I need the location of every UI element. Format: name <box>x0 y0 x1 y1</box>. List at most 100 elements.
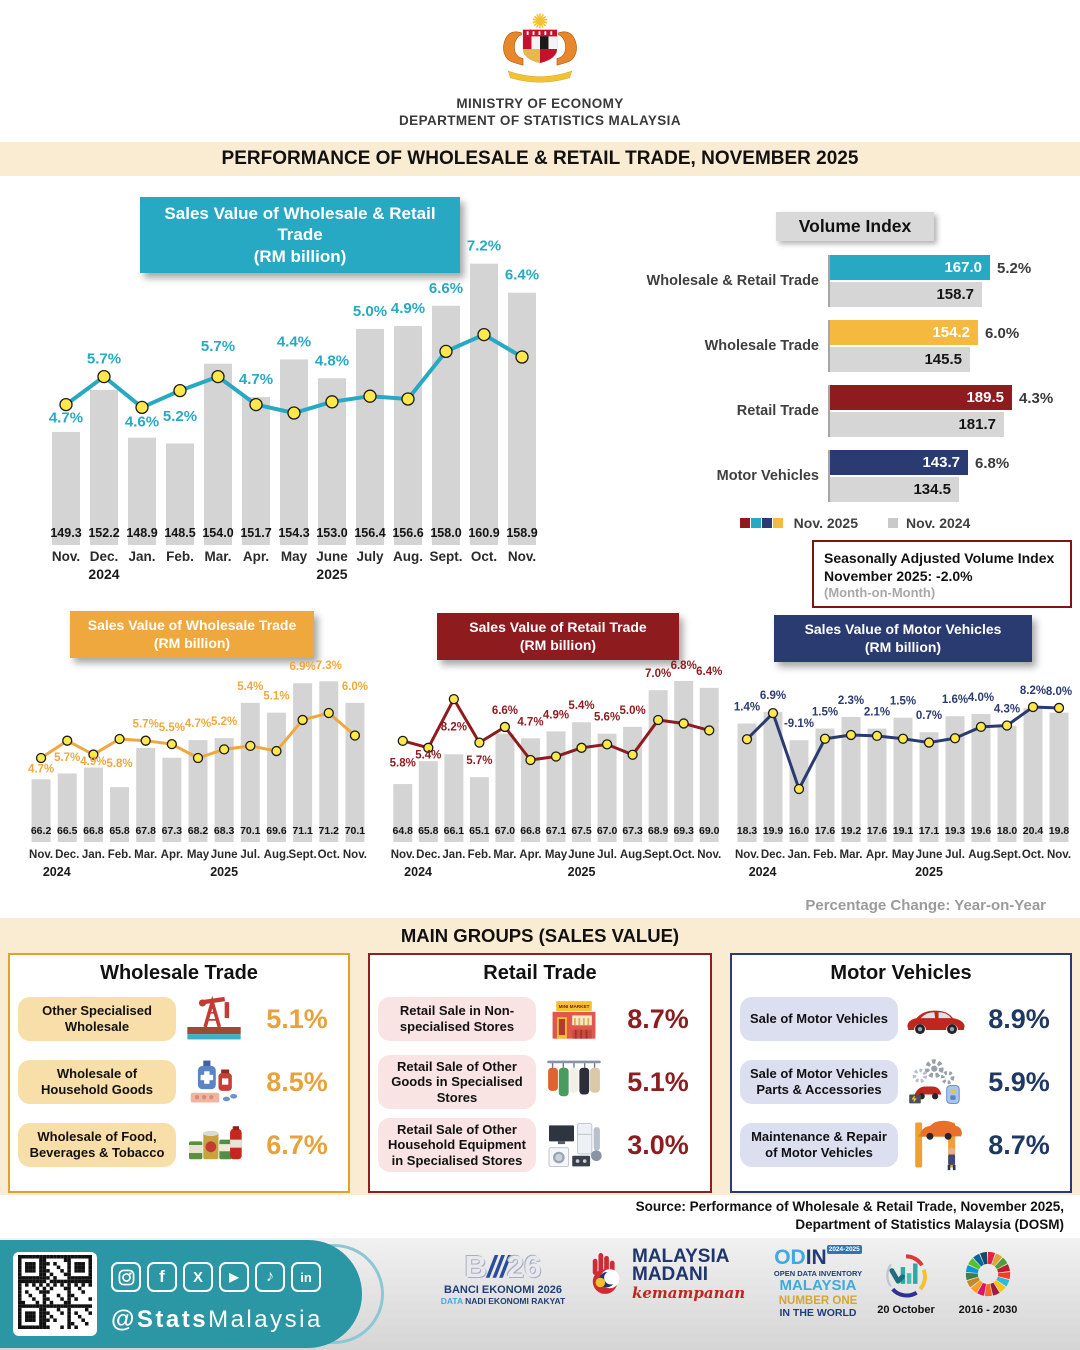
vi-bar-2025: 143.7 <box>830 450 968 475</box>
pct-label: 2.3% <box>838 695 864 707</box>
malaysia-madani-logo: MALAYSIA MADANI kemampanan <box>588 1247 746 1303</box>
pct-label: 5.4% <box>568 700 594 712</box>
data-point <box>287 406 301 420</box>
pct-label: 4.7% <box>28 764 54 776</box>
legend-swatch <box>888 518 898 528</box>
bar-value-label: 158.9 <box>506 526 537 540</box>
bar <box>345 702 365 842</box>
facebook-icon[interactable]: f <box>147 1262 177 1292</box>
bar-value-label: 149.3 <box>50 526 81 540</box>
month-label: Aug. <box>264 849 290 861</box>
odin-logo: ODIN 2024-2025 OPEN DATA INVENTORY MALAYS… <box>768 1245 868 1319</box>
month-label: Mar. <box>204 549 231 564</box>
month-label: Mar. <box>134 849 157 861</box>
statistics-day-icon <box>883 1254 929 1302</box>
pct-label: 4.3% <box>994 703 1020 715</box>
month-label: Aug. <box>393 549 423 564</box>
bar-value-label: 153.0 <box>316 526 347 540</box>
bar-value-label: 66.5 <box>57 825 78 837</box>
month-label: May <box>892 849 915 861</box>
pct-label: 1.6% <box>942 694 968 706</box>
oil-pump-icon <box>176 995 252 1043</box>
bar <box>83 767 103 842</box>
group-item-label: Sale of Motor Vehicles <box>740 997 898 1041</box>
group-item: Maintenance & Repair of Motor Vehicles 8… <box>732 1116 1070 1174</box>
footer: f X ▶ ♪ in @StatsMalaysia B///26 BANCI EKONO… <box>0 1238 1080 1350</box>
linkedin-icon[interactable]: in <box>291 1262 321 1292</box>
chart-title-text: Sales Value of Retail Trade <box>469 619 647 635</box>
tiktok-icon[interactable]: ♪ <box>255 1262 285 1292</box>
x-icon[interactable]: X <box>183 1262 213 1292</box>
year-label: 2024 <box>404 865 432 879</box>
instagram-icon[interactable] <box>111 1262 141 1292</box>
month-label: Apr. <box>243 549 269 564</box>
data-point <box>975 721 987 733</box>
group-item: Sale of Motor Vehicles 8.9% <box>732 990 1070 1048</box>
group-item-pct: 8.5% <box>266 1066 328 1097</box>
bar-value-label: 17.1 <box>919 825 940 837</box>
bar <box>240 702 260 842</box>
chart-title-text: Sales Value of Wholesale Trade <box>87 617 297 633</box>
volume-index-legend: Nov. 2025 Nov. 2024 <box>632 515 1078 531</box>
odin-line4: IN THE WORLD <box>779 1306 857 1319</box>
medicine-icon <box>176 1057 252 1107</box>
month-label: Jul. <box>240 849 260 861</box>
car-repair-icon <box>898 1119 974 1171</box>
vi-row-bars: 167.0 5.2% 158.7 <box>828 255 1031 307</box>
appliances-icon <box>536 1120 612 1170</box>
bar <box>242 397 270 545</box>
bar <box>444 754 464 842</box>
group-item-label: Retail Sale of Other Household Equipment… <box>378 1117 536 1173</box>
bar-value-label: 19.1 <box>893 825 914 837</box>
data-point <box>550 751 562 762</box>
month-label: Feb. <box>108 849 132 861</box>
youtube-icon[interactable]: ▶ <box>219 1262 249 1292</box>
bar-value-label: 70.1 <box>345 825 366 837</box>
pct-label: 5.0% <box>353 303 387 320</box>
month-label: Nov. <box>391 849 415 861</box>
footer-teal-panel: f X ▶ ♪ in @StatsMalaysia <box>0 1240 362 1348</box>
vi-bar-2024: 158.7 <box>830 282 982 307</box>
pct-label: -9.1% <box>784 718 814 730</box>
bar-value-label: 64.8 <box>393 825 414 837</box>
month-label: Apr. <box>161 849 183 861</box>
bar <box>572 722 592 842</box>
volume-index-title: Volume Index <box>776 212 934 241</box>
bar <box>166 443 194 545</box>
data-point <box>871 730 883 742</box>
legend-swatch <box>761 518 772 528</box>
bar-value-label: 19.2 <box>841 825 862 837</box>
statistics-day-logo: 20 October <box>874 1252 938 1316</box>
madani-line3: kemampanan <box>632 1284 746 1303</box>
banci-line2: DATA NADI EKONOMI RAKYAT <box>440 1296 566 1306</box>
data-point <box>576 742 587 753</box>
bar-value-label: 66.8 <box>520 825 541 837</box>
data-point <box>627 749 638 760</box>
data-point <box>923 737 935 748</box>
pct-label: 6.9% <box>760 690 786 702</box>
legend-label-2024: Nov. 2024 <box>906 515 971 531</box>
bar-value-label: 156.6 <box>392 526 423 540</box>
vi-row-label: Retail Trade <box>736 403 819 419</box>
group-item-label: Retail Sale in Non-specialised Stores <box>378 997 536 1041</box>
bar <box>31 779 51 842</box>
bar-value-label: 67.1 <box>546 825 567 837</box>
chart-title-retail: Sales Value of Retail Trade (RM billion) <box>437 613 679 660</box>
bar <box>945 716 965 842</box>
pct-label: 2.1% <box>864 707 890 719</box>
month-label: May <box>187 849 210 861</box>
bar <box>867 728 887 842</box>
month-label: Nov. <box>29 849 53 861</box>
chart-subtitle-text: (RM billion) <box>153 634 231 651</box>
bar <box>520 738 540 842</box>
bar-value-label: 19.3 <box>945 825 966 837</box>
data-point <box>474 737 485 748</box>
pct-label: 5.7% <box>133 719 159 731</box>
madani-line2: MADANI <box>632 1264 708 1286</box>
data-point <box>401 392 415 406</box>
bar <box>280 359 308 545</box>
bar <box>648 690 668 842</box>
data-point <box>140 735 151 746</box>
legend-swatch <box>739 518 750 528</box>
data-point <box>653 714 664 726</box>
